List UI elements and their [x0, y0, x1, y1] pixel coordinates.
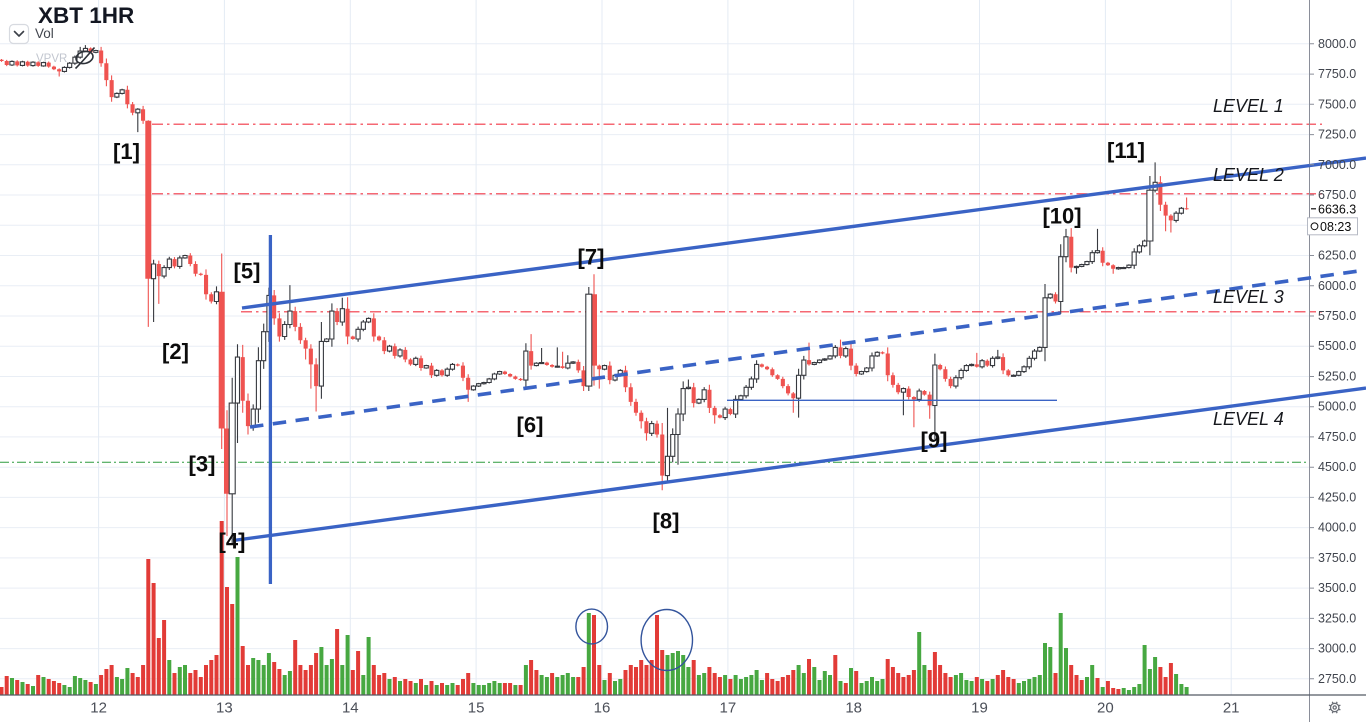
svg-text:3750.0: 3750.0 [1318, 551, 1356, 565]
svg-text:[4]: [4] [219, 529, 246, 554]
svg-text:5000.0: 5000.0 [1318, 400, 1356, 414]
svg-text:16: 16 [594, 700, 611, 717]
svg-text:3000.0: 3000.0 [1318, 642, 1356, 656]
svg-text:LEVEL 3: LEVEL 3 [1213, 287, 1284, 307]
svg-text:[8]: [8] [653, 509, 680, 534]
svg-text:13: 13 [216, 700, 233, 717]
svg-text:[9]: [9] [921, 428, 948, 453]
svg-text:12: 12 [90, 700, 107, 717]
svg-text:[10]: [10] [1042, 204, 1081, 229]
svg-text:3500.0: 3500.0 [1318, 581, 1356, 595]
svg-text:08:23: 08:23 [1320, 220, 1351, 234]
svg-text:6750.0: 6750.0 [1318, 188, 1356, 202]
svg-text:19: 19 [971, 700, 988, 717]
svg-text:LEVEL 1: LEVEL 1 [1213, 96, 1284, 116]
svg-text:4500.0: 4500.0 [1318, 460, 1356, 474]
svg-text:XBT 1HR: XBT 1HR [38, 3, 134, 28]
svg-text:7000.0: 7000.0 [1318, 158, 1356, 172]
svg-text:4750.0: 4750.0 [1318, 430, 1356, 444]
svg-text:6636.3: 6636.3 [1318, 202, 1356, 216]
svg-text:4250.0: 4250.0 [1318, 490, 1356, 504]
svg-text:[1]: [1] [113, 139, 140, 164]
svg-text:7250.0: 7250.0 [1318, 128, 1356, 142]
svg-text:7750.0: 7750.0 [1318, 67, 1356, 81]
svg-text:[7]: [7] [578, 245, 605, 270]
svg-text:5750.0: 5750.0 [1318, 309, 1356, 323]
svg-text:[5]: [5] [234, 259, 261, 284]
svg-text:[6]: [6] [517, 413, 544, 438]
svg-text:[2]: [2] [162, 339, 189, 364]
svg-text:Vol: Vol [35, 26, 54, 41]
svg-text:21: 21 [1223, 700, 1240, 717]
svg-text:15: 15 [468, 700, 485, 717]
svg-text:LEVEL 4: LEVEL 4 [1213, 409, 1284, 429]
svg-text:5500.0: 5500.0 [1318, 339, 1356, 353]
svg-text:18: 18 [845, 700, 862, 717]
svg-text:20: 20 [1097, 700, 1114, 717]
svg-text:2750.0: 2750.0 [1318, 672, 1356, 686]
svg-text:6000.0: 6000.0 [1318, 279, 1356, 293]
svg-text:[3]: [3] [189, 452, 216, 477]
svg-text:17: 17 [720, 700, 737, 717]
svg-text:5250.0: 5250.0 [1318, 370, 1356, 384]
svg-text:VPVR: VPVR [36, 53, 67, 65]
svg-text:8000.0: 8000.0 [1318, 37, 1356, 51]
svg-text:6250.0: 6250.0 [1318, 249, 1356, 263]
svg-text:14: 14 [342, 700, 359, 717]
svg-text:[11]: [11] [1107, 138, 1145, 163]
svg-text:4000.0: 4000.0 [1318, 521, 1356, 535]
svg-text:7500.0: 7500.0 [1318, 97, 1356, 111]
svg-text:LEVEL 2: LEVEL 2 [1213, 165, 1284, 185]
svg-text:3250.0: 3250.0 [1318, 611, 1356, 625]
